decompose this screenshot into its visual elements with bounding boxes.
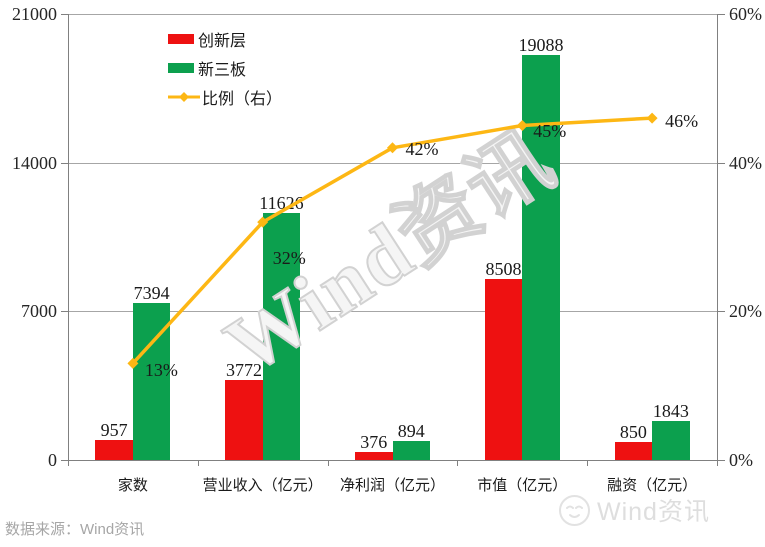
- bar-value-label: 957: [100, 419, 128, 440]
- left-axis-tick-label: 0: [48, 450, 57, 470]
- wind-logo-text: Wind资讯: [597, 498, 710, 526]
- right-axis-tick: [718, 162, 725, 164]
- legend-item-xinsanban: 新三板: [168, 53, 282, 82]
- bar-value-label: 1843: [652, 400, 689, 421]
- x-axis-tick: [327, 460, 329, 466]
- gridline: [68, 14, 717, 15]
- right-axis-tick-label: 0%: [729, 450, 753, 470]
- legend-item-chuangxinceng: 创新层: [168, 24, 282, 53]
- bar-value-label: 19088: [518, 34, 564, 55]
- line-point-label: 32%: [272, 248, 306, 269]
- bar-新三板-3: [522, 54, 560, 460]
- category-label: 融资（亿元）: [607, 478, 698, 494]
- x-axis-tick: [68, 460, 69, 466]
- bar-创新层-3: [484, 279, 523, 460]
- right-axis-tick-label: 40%: [729, 152, 762, 173]
- wind-logo: Wind资讯: [558, 492, 710, 528]
- x-axis-tick: [457, 460, 459, 466]
- legend-green-swatch-icon: [168, 62, 194, 73]
- bar-新三板-4: [652, 420, 690, 460]
- wind-bird-icon: [559, 494, 590, 526]
- right-axis-tick: [718, 14, 725, 15]
- legend-red-swatch-icon: [168, 33, 194, 44]
- legend-label: 创新层: [198, 32, 247, 50]
- right-axis-tick: [718, 311, 725, 313]
- chart-legend: 创新层 新三板 比例（右）: [168, 24, 282, 111]
- left-axis-tick: [61, 311, 68, 313]
- category-label: 家数: [117, 478, 148, 494]
- x-axis-line: [68, 460, 717, 461]
- bar-创新层-1: [225, 379, 263, 460]
- bar-value-label: 894: [397, 421, 425, 441]
- left-axis-tick-label: 14000: [12, 152, 57, 173]
- data-source-caption: 数据来源：Wind资讯: [5, 521, 145, 538]
- gridline: [68, 162, 717, 164]
- left-axis-tick: [61, 460, 68, 461]
- line-marker-diamond-icon: [646, 112, 658, 124]
- line-point-label: 42%: [405, 138, 439, 159]
- left-axis-tick: [61, 14, 68, 15]
- bar-创新层-4: [614, 441, 653, 460]
- bar-value-label: 11626: [259, 193, 304, 214]
- category-label: 净利润（亿元）: [339, 478, 445, 494]
- bar-value-label: 3772: [225, 359, 262, 380]
- x-axis-tick: [587, 460, 589, 466]
- bar-创新层-0: [95, 439, 133, 460]
- bar-value-label: 850: [619, 421, 647, 442]
- legend-label: 比例（右）: [202, 90, 283, 108]
- left-axis-tick-label: 21000: [12, 4, 57, 24]
- line-point-label: 45%: [533, 120, 567, 141]
- category-label: 营业收入（亿元）: [202, 478, 323, 494]
- legend-line-marker-icon: [168, 91, 200, 102]
- legend-item-bili: 比例（右）: [168, 82, 282, 111]
- bar-value-label: 8508: [485, 259, 522, 280]
- legend-label: 新三板: [198, 61, 247, 79]
- line-marker-diamond-icon: [387, 142, 398, 154]
- bar-新三板-2: [392, 441, 430, 460]
- right-y-axis-line: [717, 14, 718, 461]
- right-axis-tick: [718, 460, 725, 461]
- left-y-axis-line: [68, 14, 69, 461]
- bar-value-label: 376: [360, 432, 388, 452]
- right-axis-tick-label: 20%: [729, 301, 762, 322]
- left-axis-tick-label: 7000: [21, 301, 57, 322]
- category-label: 市值（亿元）: [477, 478, 568, 494]
- x-axis-tick: [197, 460, 199, 466]
- bar-value-label: 7394: [133, 282, 170, 303]
- right-axis-tick-label: 60%: [729, 4, 762, 24]
- line-point-label: 46%: [665, 111, 699, 132]
- left-axis-tick: [61, 162, 68, 164]
- x-axis-tick: [717, 460, 718, 466]
- line-point-label: 13%: [144, 360, 178, 381]
- bar-创新层-2: [355, 452, 393, 460]
